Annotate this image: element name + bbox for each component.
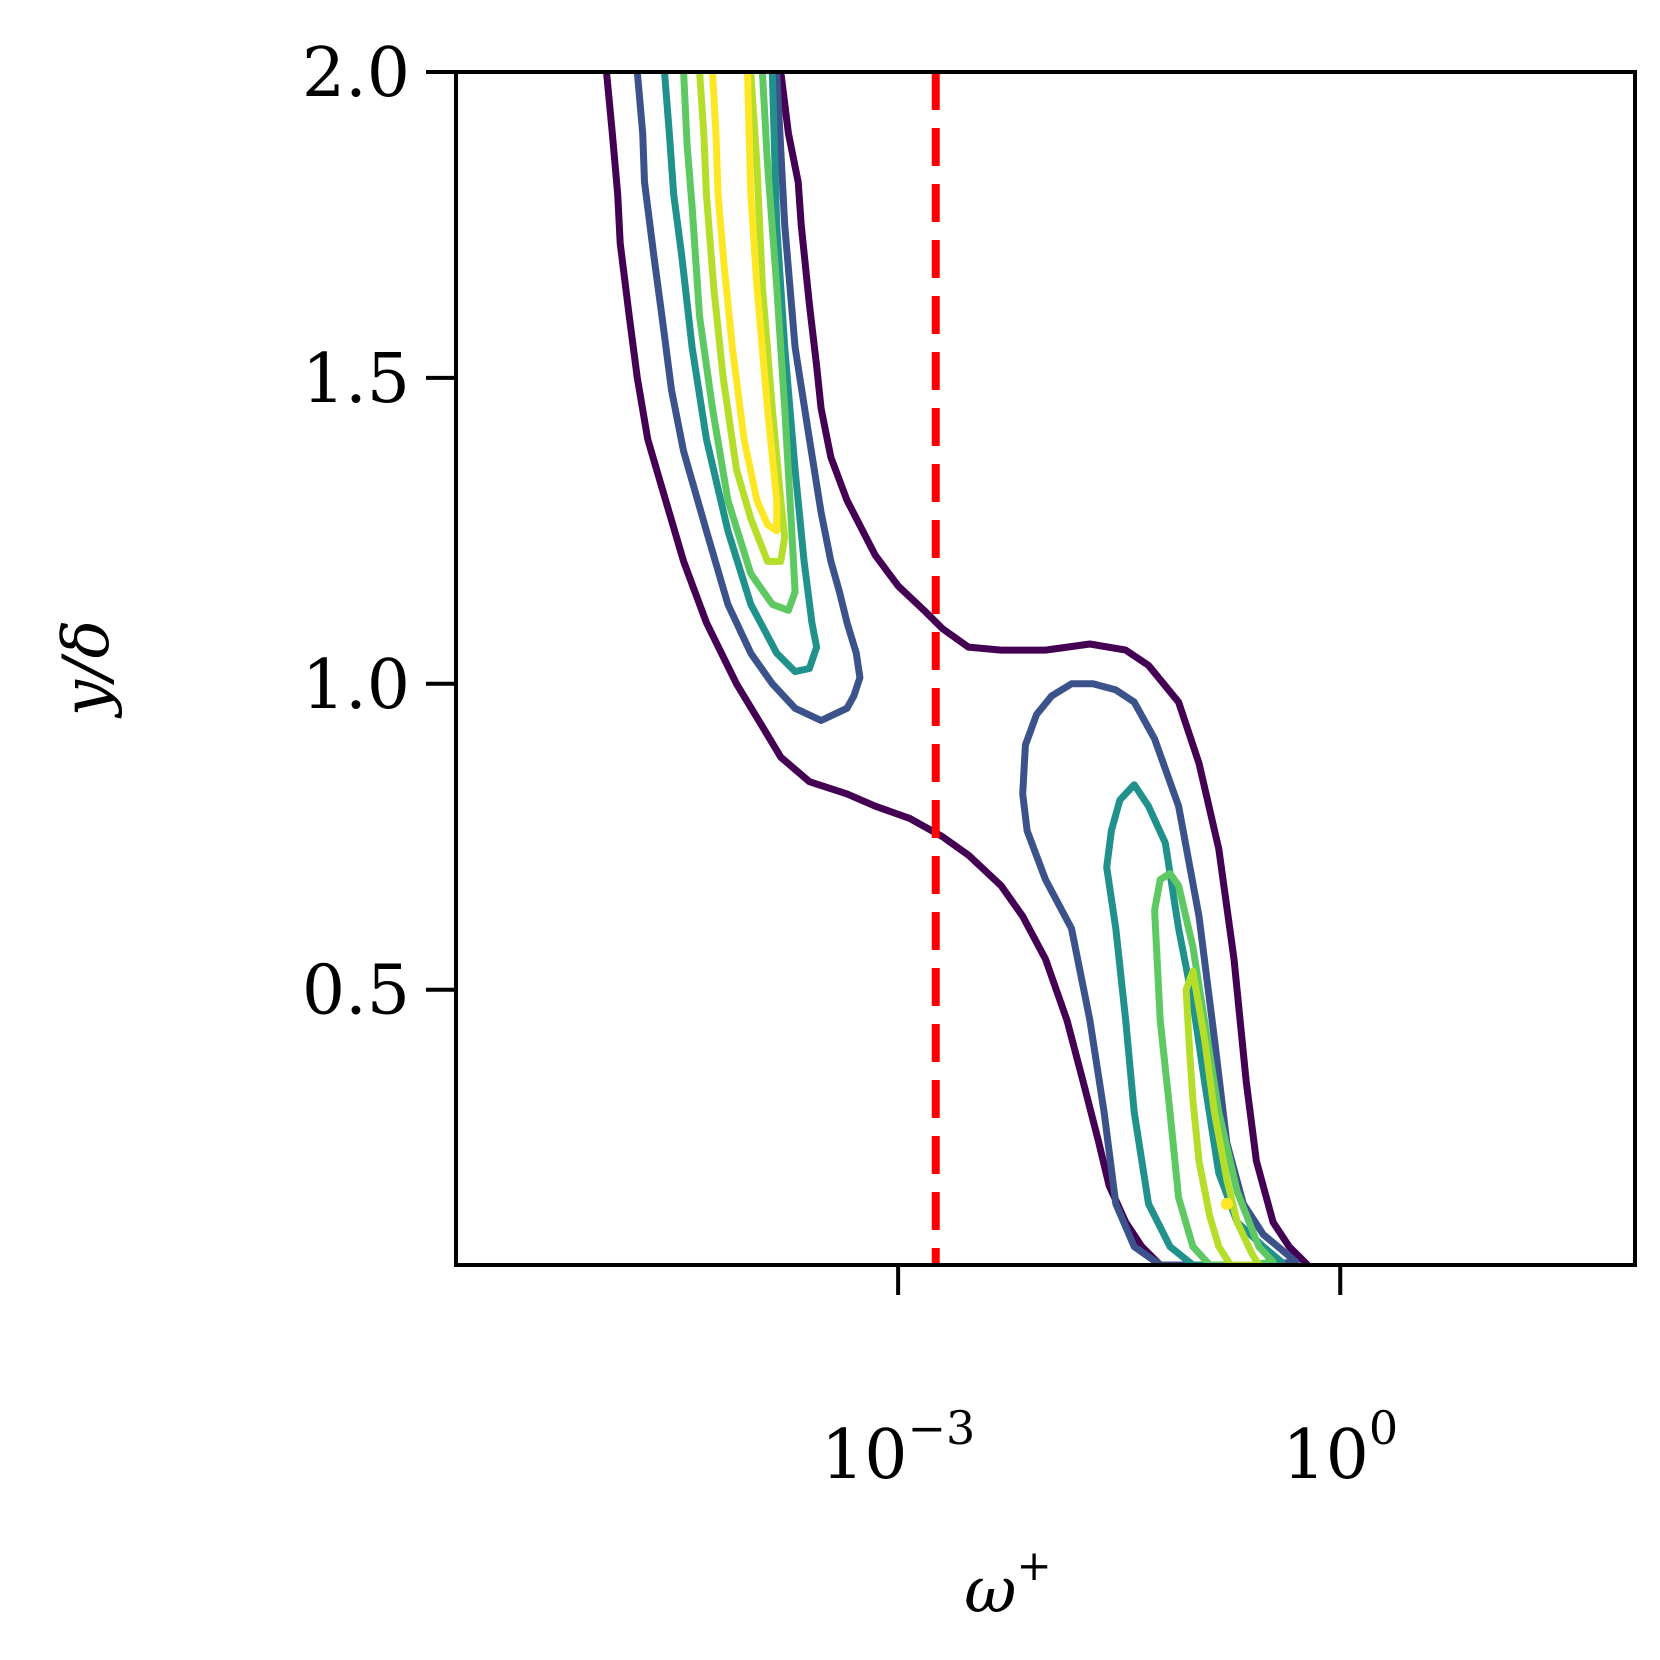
- contour-level-4-6: [680, 72, 799, 614]
- plot-frame: [454, 70, 1637, 1267]
- contour-level-1-0: [603, 72, 1164, 1265]
- contour-level-6-10: [709, 72, 781, 535]
- contour-level-2-2: [633, 72, 864, 724]
- contour-level-1-1: [777, 72, 1312, 1265]
- contour-level-3-5: [1103, 781, 1286, 1265]
- x-axis-ticks: 10−3 100: [821, 1265, 1398, 1495]
- contour-level-2-3: [1019, 680, 1300, 1265]
- contour-level-4-7: [1151, 870, 1277, 1265]
- contour-level-5-9: [1182, 967, 1263, 1265]
- contour-lines: [603, 72, 1312, 1265]
- x-axis-label: ω+: [964, 1541, 1051, 1628]
- contour-peak-marker-0: [1220, 1197, 1233, 1210]
- y-tick-label: 2.0: [302, 34, 410, 113]
- y-tick-label: 1.5: [302, 340, 410, 419]
- x-tick-label: 10−3: [821, 1401, 975, 1495]
- y-tick-label: 0.5: [302, 952, 410, 1031]
- contour-markers: [1220, 1197, 1233, 1210]
- y-tick-label: 1.0: [302, 646, 410, 725]
- y-axis-ticks: 0.5 1.0 1.5 2.0: [302, 34, 456, 1031]
- contour-level-5-8: [696, 72, 789, 565]
- x-tick-label: 100: [1282, 1401, 1398, 1495]
- y-axis-label: y/δ: [50, 620, 124, 719]
- contour-level-3-4: [661, 72, 821, 676]
